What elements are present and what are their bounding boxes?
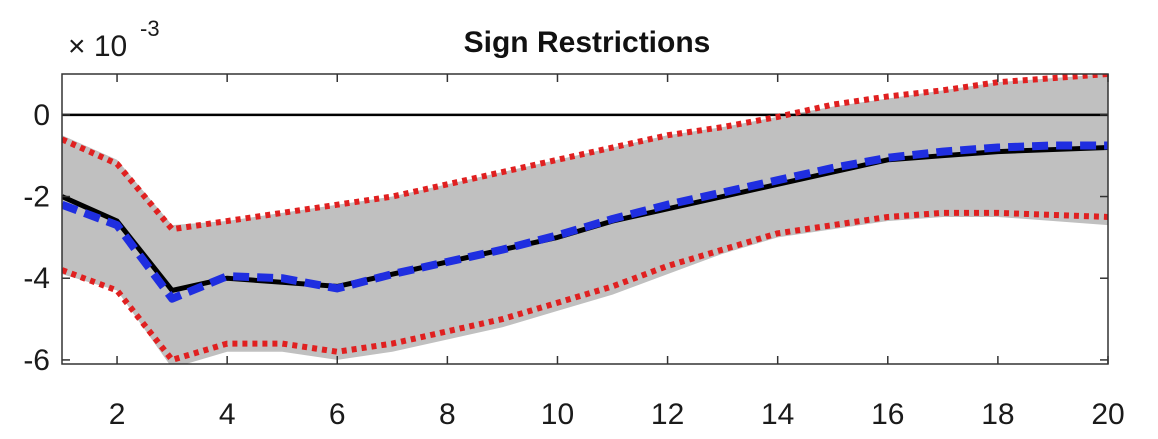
- y-tick-label: -2: [23, 181, 50, 214]
- plot-area: [61, 73, 1109, 365]
- x-tick-label: 2: [109, 398, 126, 431]
- axes-frame: [61, 73, 1109, 365]
- x-axis: 2 4 6 8 10 12 14 16 18 20: [109, 74, 1125, 431]
- x-tick-label: 12: [651, 398, 684, 431]
- series-line-1: [62, 141, 1108, 303]
- x-tick-label: 10: [541, 398, 574, 431]
- x-tick-label: 18: [981, 398, 1014, 431]
- y-axis: 0 -2 -4 -6: [23, 99, 1108, 377]
- series-line-3: [62, 209, 1108, 363]
- chart-title: Sign Restrictions: [464, 26, 711, 59]
- series-line-2: [62, 74, 1108, 233]
- x-tick-label: 20: [1091, 398, 1124, 431]
- scale-factor-label: × 10 -3: [68, 16, 160, 63]
- y-tick-label: -4: [23, 262, 50, 295]
- x-tick-label: 4: [219, 398, 236, 431]
- y-tick-label: -6: [23, 344, 50, 377]
- x-tick-label: 16: [871, 398, 904, 431]
- x-tick-label: 14: [761, 398, 794, 431]
- y-tick-label: 0: [33, 99, 50, 132]
- x-tick-label: 6: [329, 398, 346, 431]
- scale-factor-exponent: -3: [140, 16, 160, 41]
- scale-factor-base: × 10: [68, 30, 127, 63]
- plot-marks: [62, 74, 1108, 364]
- confidence-band: [62, 74, 1108, 364]
- x-tick-label: 8: [439, 398, 456, 431]
